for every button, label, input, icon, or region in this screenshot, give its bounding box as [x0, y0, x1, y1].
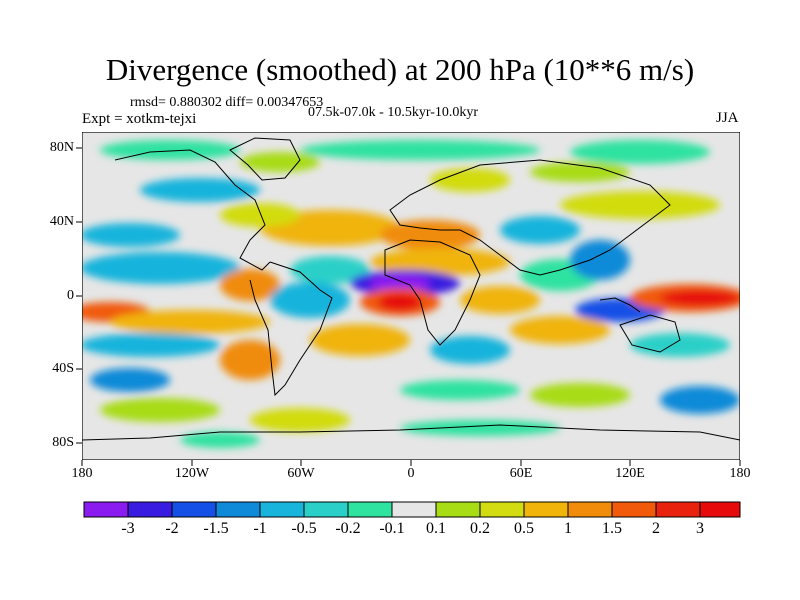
coastlines [82, 137, 740, 441]
colorbar-swatch-0 [83, 501, 129, 518]
axis-ticks [76, 147, 741, 466]
lat-label-80s: 80S [52, 435, 74, 450]
colorbar-swatch-2 [171, 501, 217, 518]
colorbar-label: 1.5 [602, 520, 622, 537]
lat-label-80n: 80N [49, 140, 74, 155]
colorbar-swatch-13 [655, 501, 701, 518]
colorbar-label: 0.1 [426, 520, 446, 537]
colorbar-swatch-1 [127, 501, 173, 518]
lon-label-120e: 120E [615, 466, 645, 481]
figure-title: Divergence (smoothed) at 200 hPa (10**6 … [105, 52, 695, 87]
colorbar-label: -0.5 [291, 520, 317, 537]
colorbar-swatch-5 [303, 501, 349, 518]
colorbar-label: 2 [652, 520, 660, 537]
colorbar-swatch-11 [567, 501, 613, 518]
contour-field [82, 132, 740, 460]
colorbar-label: -3 [121, 520, 135, 537]
colorbar-swatch-10 [523, 501, 569, 518]
colorbar-label: 3 [696, 520, 704, 537]
colorbar-swatch-12 [611, 501, 657, 518]
lat-label-0: 0 [67, 288, 74, 303]
lat-label-40n: 40N [49, 214, 74, 229]
colorbar-swatch-3 [215, 501, 261, 518]
colorbar-label: 1 [564, 520, 572, 537]
lon-label-0: 0 [407, 466, 415, 481]
period-label: 07.5k-07.0k - 10.5kyr-10.0kyr [308, 105, 479, 120]
colorbar-swatch-6 [347, 501, 393, 518]
colorbar-label: 0.5 [514, 520, 534, 537]
colorbar-label: -0.1 [379, 520, 405, 537]
stats-line: rmsd= 0.880302 diff= 0.00347653 [130, 95, 324, 110]
colorbar-swatch-8 [435, 501, 481, 518]
lat-label-40s: 40S [52, 361, 74, 376]
colorbar-label: 0.2 [470, 520, 490, 537]
colorbar-swatch-7 [391, 501, 437, 518]
colorbar-label: -1.5 [203, 520, 229, 537]
lon-label-60w: 60W [287, 466, 315, 481]
colorbar-swatch-4 [259, 501, 305, 518]
colorbar-swatch-9 [479, 501, 525, 518]
colorbar-label: -0.2 [335, 520, 361, 537]
experiment-label: Expt = xotkm-tejxi [82, 111, 197, 127]
colorbar-label: -1 [253, 520, 267, 537]
lon-label-120w: 120W [174, 466, 210, 481]
lon-label-60e: 60E [509, 466, 533, 481]
colorbar-swatch-14 [699, 501, 741, 518]
colorbar-label: -2 [165, 520, 179, 537]
lon-label-180e: 180 [729, 466, 751, 481]
season-label: JJA [716, 110, 739, 126]
lon-label-180w: 180 [71, 466, 93, 481]
colorbar [83, 501, 741, 518]
